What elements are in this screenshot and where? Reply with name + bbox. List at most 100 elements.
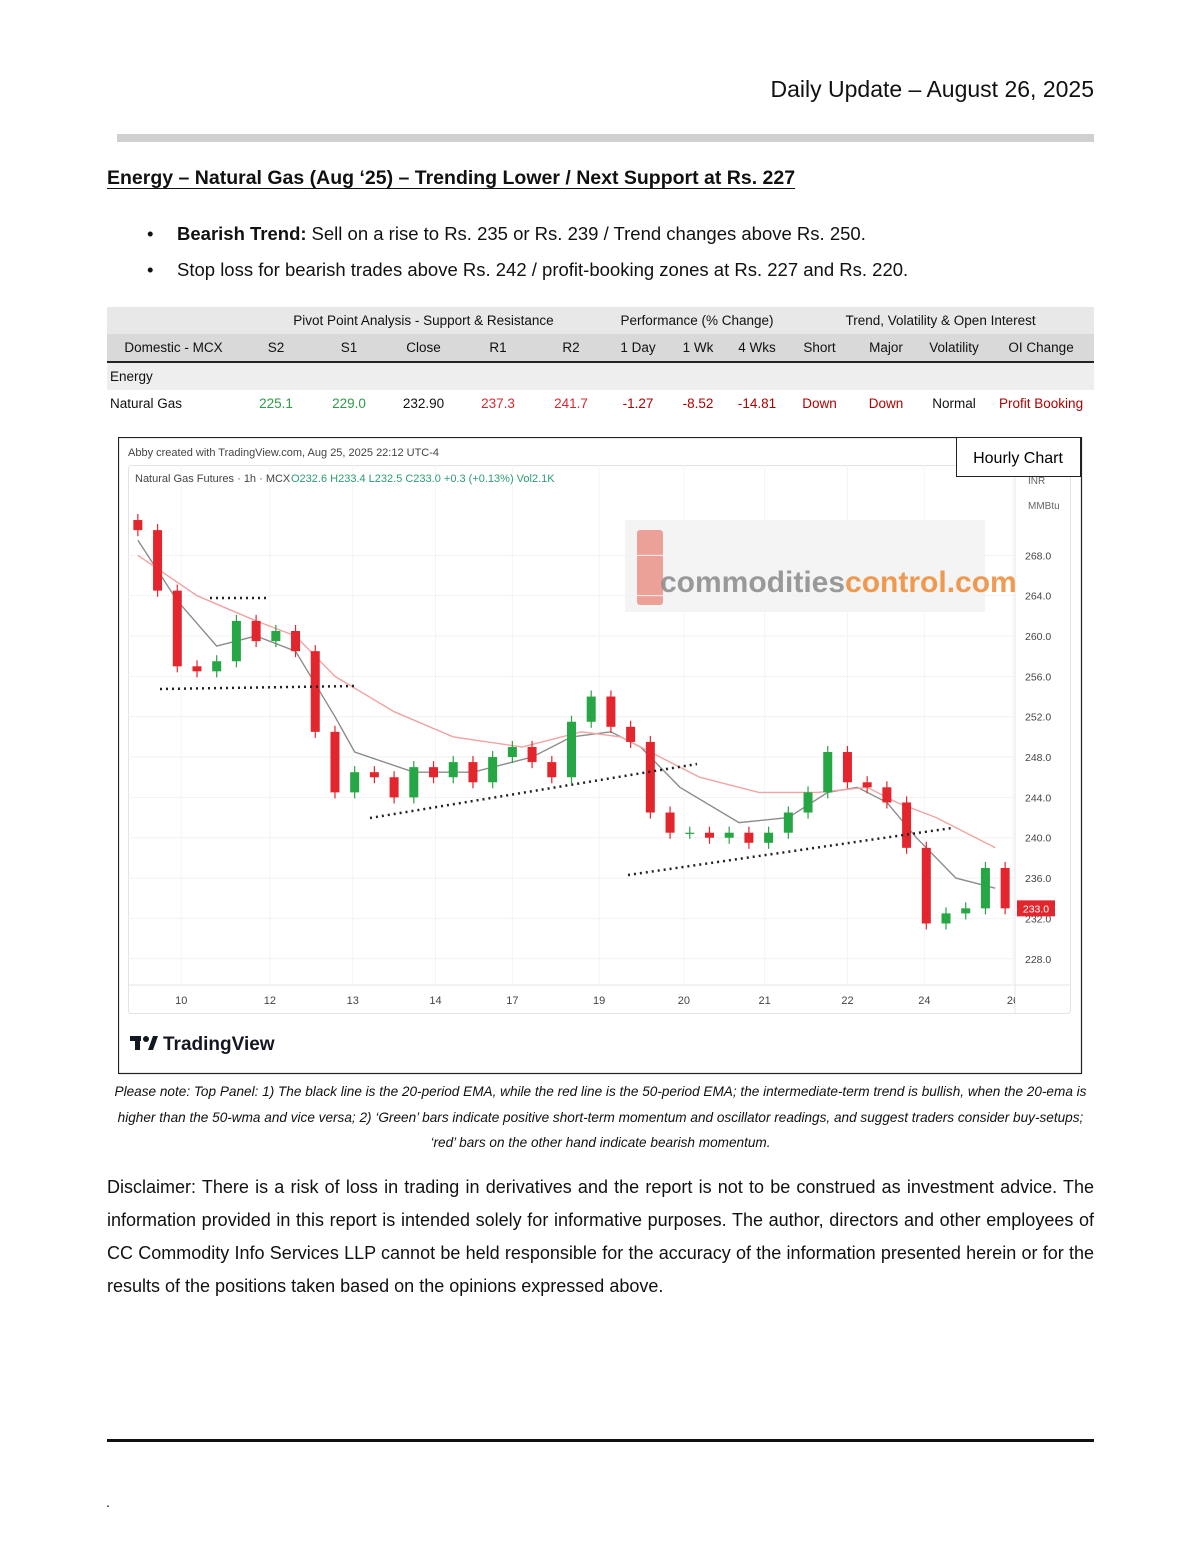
header-title: Daily Update – August 26, 2025 xyxy=(770,76,1094,102)
y-tick-label: 232.0 xyxy=(1025,913,1051,925)
x-tick-label: 22 xyxy=(841,995,853,1007)
bullet: • Stop loss for bearish trades above Rs. … xyxy=(147,259,909,280)
candle-body xyxy=(231,620,241,662)
x-tick-label: 26 xyxy=(1007,995,1019,1007)
candle-body xyxy=(488,757,498,783)
watermark: commoditiescontrol.com xyxy=(660,566,1017,599)
column-header: Short xyxy=(787,334,853,363)
brand-logo xyxy=(130,1036,158,1050)
table-cell: 225.1 xyxy=(259,396,293,411)
y-tick-label: 240.0 xyxy=(1025,833,1051,845)
candle-body xyxy=(704,832,714,838)
candle-body xyxy=(606,696,616,727)
candle-body xyxy=(271,630,281,642)
candle-body xyxy=(665,812,675,833)
x-tick-label: 14 xyxy=(429,995,441,1007)
y-tick-label: 244.0 xyxy=(1025,792,1051,804)
candle-body xyxy=(153,530,163,591)
candle-body xyxy=(744,832,754,843)
table-row: Domestic - MCX S2 S1 Close R1 R2 1 Day 1 Wk 4 Wk… xyxy=(107,334,1095,363)
table-cell: -14.81 xyxy=(737,396,777,411)
y-tick-label: 228.0 xyxy=(1025,954,1051,966)
table-cell: 232.90 xyxy=(402,396,445,411)
panel-label: Hourly Chart xyxy=(973,450,1063,467)
y-tick-label: 248.0 xyxy=(1025,752,1051,764)
candle-body xyxy=(921,847,931,924)
candle-body xyxy=(133,520,143,531)
candle-body xyxy=(902,802,912,848)
footer-rule xyxy=(107,1439,1094,1442)
candle-body xyxy=(369,772,379,778)
x-tick-label: 10 xyxy=(175,995,187,1007)
bullet-label: Bearish Trend: xyxy=(177,223,307,244)
table-cell: Normal xyxy=(932,396,976,411)
bullet-text: Stop loss for bearish trades above Rs. 2… xyxy=(177,259,909,280)
price-tag-label: 233.0 xyxy=(1023,903,1049,915)
x-tick-label: 19 xyxy=(593,995,605,1007)
y-tick-label: 260.0 xyxy=(1025,631,1051,643)
candle-body xyxy=(842,752,852,783)
bullet-text: Sell on a rise to Rs. 235 or Rs. 239 / T… xyxy=(311,223,866,244)
candle-body xyxy=(527,746,537,763)
table-cell: 241.7 xyxy=(554,396,588,411)
column-header: 1 Wk xyxy=(669,334,727,363)
table-cell: -1.27 xyxy=(622,396,654,411)
table-cell: Down xyxy=(802,396,837,411)
column-header: Close xyxy=(386,334,461,363)
column-header: S2 xyxy=(240,334,312,363)
candle-body xyxy=(586,696,596,722)
x-tick-label: 12 xyxy=(264,995,276,1007)
table-cell: 229.0 xyxy=(332,396,366,411)
candle-body xyxy=(507,746,517,758)
column-header: Domestic - MCX xyxy=(107,334,240,363)
table-row: Pivot Point Analysis - Support & Resista… xyxy=(107,307,1095,334)
y-tick-label: 252.0 xyxy=(1025,712,1051,724)
table-cell: 237.3 xyxy=(481,396,515,411)
section-title: Energy – Natural Gas (Aug ‘25) – Trendin… xyxy=(107,167,796,189)
attribution: Abby created with TradingView.com, Aug 2… xyxy=(128,447,439,459)
chart-note: Please note: Top Panel: 1) The black lin… xyxy=(114,1084,1087,1150)
unit: MMBtu xyxy=(1028,501,1060,512)
column-header: R1 xyxy=(461,334,535,363)
x-tick-label: 13 xyxy=(347,995,359,1007)
candle-body xyxy=(783,812,793,833)
section-label: Energy xyxy=(107,362,1095,390)
candle-body xyxy=(882,787,892,803)
candle-body xyxy=(567,721,576,778)
candle-body xyxy=(803,792,813,813)
table-row: Natural Gas 225.1 229.0 232.90 237.3 241.7 -1.… xyxy=(107,390,1094,417)
candle-body xyxy=(192,666,202,672)
table-row: Energy xyxy=(107,362,1095,390)
price-tag xyxy=(1017,900,1055,917)
column-header: Volatility xyxy=(920,334,989,363)
column-header: 1 Day xyxy=(607,334,669,363)
column-header: R2 xyxy=(535,334,607,363)
column-header: OI Change xyxy=(988,334,1095,363)
candle-body xyxy=(389,777,399,798)
header-bar xyxy=(117,134,1094,142)
candle-body xyxy=(291,630,301,652)
candle-body xyxy=(409,767,419,798)
candle-body xyxy=(468,762,478,783)
y-tick-label: 256.0 xyxy=(1025,671,1051,683)
watermark-part: control.com xyxy=(845,566,1017,599)
candle-body xyxy=(862,782,872,788)
y-tick-label: 264.0 xyxy=(1025,591,1051,603)
ema-line xyxy=(137,554,996,849)
candle-body xyxy=(941,913,951,924)
table-cell xyxy=(107,307,240,334)
x-axis-labels: 10 12 13 14 17 19 20 21 22 24 26 xyxy=(175,995,1019,1007)
table-cell: Down xyxy=(868,396,904,411)
candle-body xyxy=(547,762,557,778)
chart: commoditiescontrol.com Abby created with… xyxy=(118,437,1083,1075)
candle-body xyxy=(764,832,774,843)
candle-body xyxy=(330,731,340,793)
candle-body xyxy=(172,590,182,667)
candle-body xyxy=(724,832,734,838)
column-header: Major xyxy=(852,334,921,363)
symbol: Natural Gas Futures · 1h · MCX xyxy=(135,473,291,485)
x-tick-label: 21 xyxy=(759,995,771,1007)
table-cell: Natural Gas xyxy=(110,396,183,411)
table-cell: -8.52 xyxy=(682,396,714,411)
